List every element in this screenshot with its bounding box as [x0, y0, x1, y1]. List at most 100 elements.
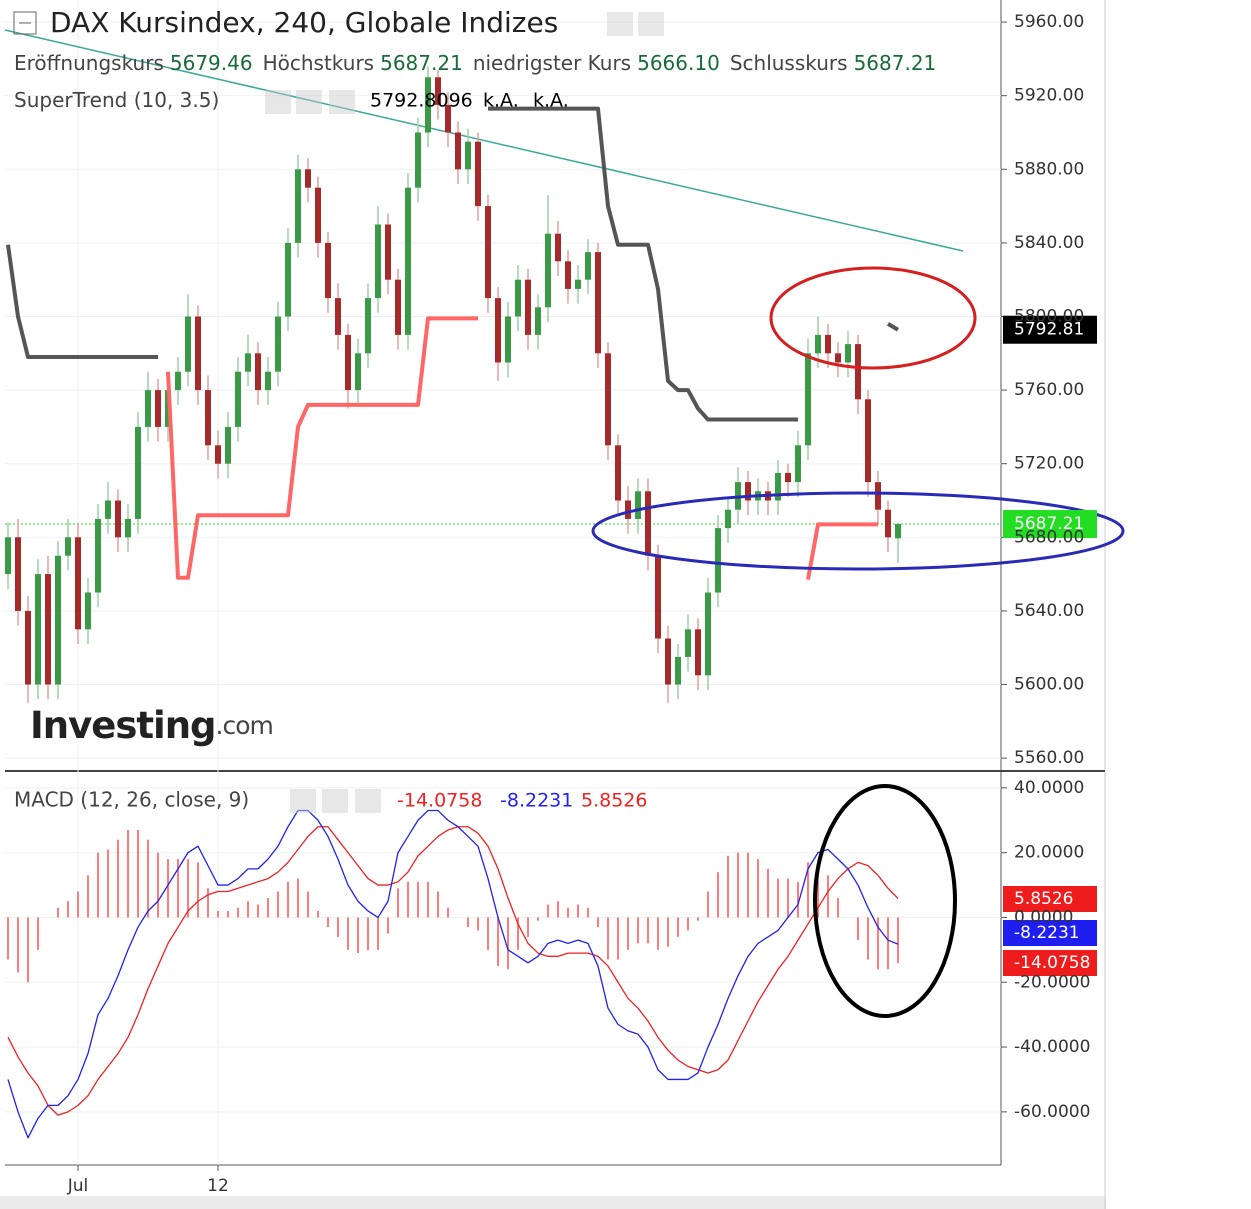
visibility-button[interactable]: [290, 789, 316, 813]
candle-body: [215, 445, 221, 464]
candle-body: [75, 537, 81, 630]
legend-value: 5666.10: [637, 51, 720, 75]
value-tag: [1003, 950, 1097, 976]
price-tag: [1003, 510, 1097, 539]
y-tick-label: 5800.00: [1014, 306, 1084, 326]
settings-button[interactable]: [296, 90, 322, 114]
macd-value: -8.2231: [500, 790, 573, 812]
candle-body: [865, 399, 871, 483]
y-tick-label: -60.0000: [1014, 1102, 1090, 1122]
candle-body: [835, 353, 841, 363]
candle-body: [545, 233, 551, 308]
candle-body: [55, 555, 61, 685]
y-tick-label: 5640.00: [1014, 601, 1084, 621]
indicator-na: k.A.: [533, 90, 569, 112]
candle-body: [325, 242, 331, 299]
candle-body: [555, 233, 561, 262]
candle-body: [245, 353, 251, 372]
candle-body: [385, 224, 391, 280]
highlight-ellipse: [813, 784, 957, 1018]
price-tag: [1003, 315, 1097, 344]
indicator-legend: SuperTrend (10, 3.5): [14, 88, 219, 112]
candle-body: [345, 334, 351, 391]
candle-body: [145, 390, 151, 427]
candle-body: [605, 353, 611, 446]
candle-body: [425, 77, 431, 133]
candle-body: [645, 491, 651, 556]
highlight-ellipse: [769, 266, 977, 370]
candle-body: [725, 509, 731, 529]
legend-label: Schlusskurs: [730, 51, 848, 75]
candle-body: [115, 500, 121, 538]
candle-body: [505, 316, 511, 363]
candle-body: [405, 187, 411, 335]
candle-body: [225, 426, 231, 464]
highlight-ellipse: [591, 491, 1125, 571]
indicator-name: SuperTrend (10, 3.5): [14, 88, 219, 112]
candle-body: [515, 279, 521, 317]
y-tick-label: 5760.00: [1014, 380, 1084, 400]
candle-body: [285, 242, 291, 317]
y-tick-label: 5920.00: [1014, 86, 1084, 106]
macd-hist-value: -14.0758: [397, 790, 482, 812]
y-tick-label: 5840.00: [1014, 233, 1084, 253]
candle-body: [275, 316, 281, 372]
supertrend-up: [166, 316, 878, 580]
candle-body: [825, 334, 831, 354]
candle-body: [525, 279, 531, 335]
x-tick-label: 12: [207, 1176, 229, 1196]
candle-body: [105, 500, 111, 519]
y-tick-label: 5720.00: [1014, 454, 1084, 474]
price-tag-label: 5687.21: [1014, 514, 1084, 534]
candle-body: [65, 537, 71, 556]
candle-body: [585, 252, 591, 280]
collapse-button[interactable]: [13, 11, 37, 35]
legend-label: Eröffnungskurs: [14, 51, 164, 75]
title-buttons: [607, 12, 664, 36]
candle-body: [625, 500, 631, 519]
y-tick-label: 5960.00: [1014, 12, 1084, 32]
candle-body: [15, 537, 21, 611]
visibility-button[interactable]: [607, 12, 633, 36]
signal-line: [7, 826, 899, 1116]
candle-body: [395, 279, 401, 335]
legend-label: Höchstkurs: [263, 51, 375, 75]
candle-body: [85, 592, 91, 630]
candle-body: [185, 316, 191, 372]
settings-button[interactable]: [322, 789, 348, 813]
candle-body: [775, 472, 781, 501]
y-tick-label: 40.0000: [1014, 778, 1084, 798]
supertrend-down: [6, 106, 900, 422]
candle-body: [445, 104, 451, 133]
candle-body: [265, 371, 271, 391]
indicator-buttons: [265, 90, 355, 114]
value-tag: [1003, 886, 1097, 912]
y-tick-label: 5880.00: [1014, 159, 1084, 179]
y-tick-label: 5680.00: [1014, 527, 1084, 547]
candle-body: [855, 344, 861, 400]
remove-button[interactable]: [355, 789, 381, 813]
candle-body: [455, 132, 461, 170]
watermark-text: Investing: [30, 704, 216, 747]
visibility-button[interactable]: [265, 90, 291, 114]
legend-value: 5679.46: [170, 51, 253, 75]
macd-line: [7, 809, 899, 1139]
candle-body: [365, 298, 371, 354]
candle-body: [685, 629, 691, 657]
macd-buttons: [290, 789, 381, 813]
candle-body: [565, 261, 571, 289]
candle-body: [785, 472, 791, 483]
signal-value: 5.8526: [581, 790, 647, 812]
candle-body: [815, 334, 821, 354]
indicator-value: 5792.8096: [370, 90, 473, 112]
settings-button[interactable]: [638, 12, 664, 36]
candle-body: [665, 638, 671, 685]
y-tick-label: -20.0000: [1014, 972, 1090, 992]
candle-body: [465, 141, 471, 170]
price-tags: 5792.81 5687.21 5.8526 -8.2231 -14.0758: [1003, 315, 1097, 976]
value-tag: [1003, 920, 1097, 946]
remove-button[interactable]: [329, 90, 355, 114]
x-tick-label: Jul: [67, 1176, 89, 1196]
